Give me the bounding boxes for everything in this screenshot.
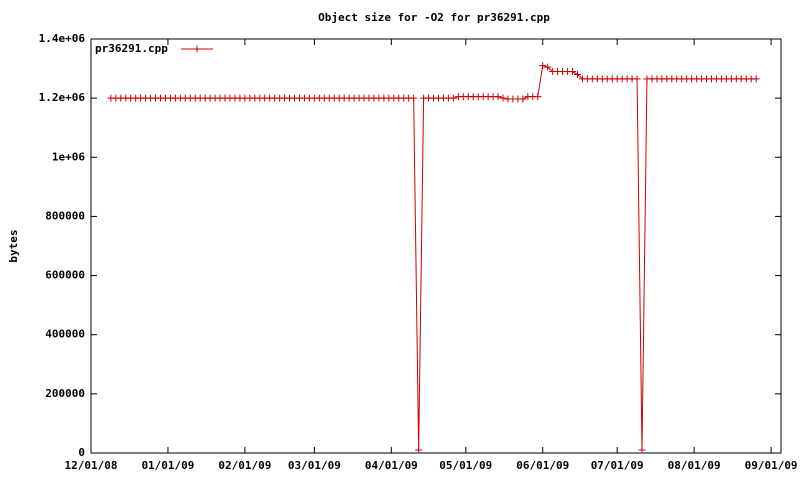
data-line [110,64,757,451]
chart-title: Object size for -O2 for pr36291.cpp [318,11,550,24]
y-axis-label: bytes [7,229,20,262]
legend-label: pr36291.cpp [95,42,168,55]
data-point [519,95,527,103]
data-point [410,94,418,102]
x-tick-label: 01/01/09 [141,459,194,472]
x-tick-label: 03/01/09 [288,459,341,472]
x-tick-label: 04/01/09 [365,459,418,472]
y-tick-label: 1.2e+06 [39,91,86,104]
plot-frame [90,38,782,454]
x-tick-label: 12/01/08 [65,459,118,472]
y-tick-label: 0 [78,446,85,459]
data-point [449,94,457,102]
data-point [539,62,547,70]
y-tick-label: 800000 [45,209,85,222]
x-tick-label: 08/01/09 [668,459,721,472]
data-point [633,75,641,83]
data-point [415,446,423,454]
data-point [573,70,581,78]
x-tick-label: 09/01/09 [745,459,798,472]
data-point [544,63,552,71]
data-point [569,68,577,76]
y-tick-label: 400000 [45,328,85,341]
y-tick-label: 1.4e+06 [39,32,86,45]
x-tick-label: 02/01/09 [218,459,271,472]
y-tick-label: 1e+06 [52,150,85,163]
data-point [638,446,646,454]
x-tick-label: 07/01/09 [591,459,644,472]
x-tick-label: 06/01/09 [516,459,569,472]
x-tick-label: 05/01/09 [439,459,492,472]
y-tick-label: 600000 [45,269,85,282]
data-point [494,93,502,101]
y-tick-label: 200000 [45,387,85,400]
legend-marker [193,45,201,53]
data-point [752,75,760,83]
data-point [534,93,542,101]
data-point [499,94,507,102]
